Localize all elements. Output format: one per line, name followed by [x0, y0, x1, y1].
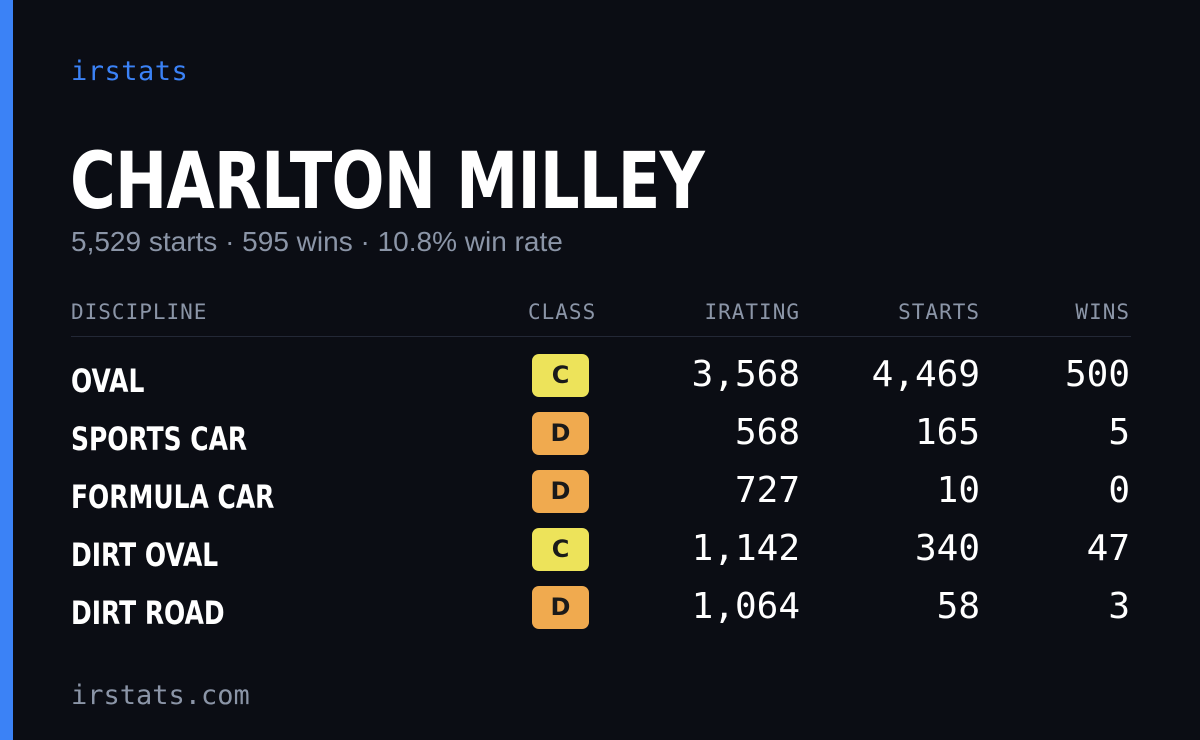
wins-value: 500 [1064, 354, 1130, 395]
stats-table: DISCIPLINE CLASS IRATING STARTS WINS OVA… [71, 296, 1131, 632]
starts-value: 165 [914, 412, 980, 453]
irating-value: 1,142 [691, 528, 800, 569]
header-wins: WINS [1075, 300, 1130, 324]
header-starts: STARTS [898, 300, 980, 324]
table-row: DIRT ROAD D 1,064 58 3 [71, 586, 1131, 644]
discipline-name: FORMULA CAR [71, 478, 275, 516]
footer-url[interactable]: irstats.com [71, 680, 250, 711]
header-irating: IRATING [704, 300, 800, 324]
irating-value: 568 [734, 412, 800, 453]
irating-value: 3,568 [691, 354, 800, 395]
class-badge: D [532, 470, 589, 513]
driver-summary: 5,529 starts · 595 wins · 10.8% win rate [71, 226, 563, 257]
wins-value: 0 [1108, 470, 1130, 511]
brand-logo-text[interactable]: irstats [71, 56, 189, 87]
table-header: DISCIPLINE CLASS IRATING STARTS WINS [71, 296, 1131, 337]
wins-value: 5 [1108, 412, 1130, 453]
table-body: OVAL C 3,568 4,469 500 SPORTS CAR D 568 … [71, 354, 1131, 644]
discipline-name: DIRT OVAL [71, 536, 219, 574]
discipline-name: OVAL [71, 362, 145, 400]
irating-value: 727 [734, 470, 800, 511]
table-row: FORMULA CAR D 727 10 0 [71, 470, 1131, 528]
discipline-name: SPORTS CAR [71, 420, 248, 458]
header-discipline: DISCIPLINE [71, 300, 208, 324]
discipline-name: DIRT ROAD [71, 594, 225, 632]
accent-bar [0, 0, 13, 740]
irating-value: 1,064 [691, 586, 800, 627]
class-badge: C [532, 354, 589, 397]
wins-value: 3 [1108, 586, 1130, 627]
driver-name: CHARLTON MILLEY [70, 137, 705, 227]
class-badge: D [532, 586, 589, 629]
table-row: DIRT OVAL C 1,142 340 47 [71, 528, 1131, 586]
class-badge: C [532, 528, 589, 571]
class-badge: D [532, 412, 589, 455]
header-class: CLASS [528, 300, 597, 324]
starts-value: 58 [936, 586, 980, 627]
starts-value: 4,469 [871, 354, 980, 395]
wins-value: 47 [1086, 528, 1130, 569]
table-row: SPORTS CAR D 568 165 5 [71, 412, 1131, 470]
starts-value: 10 [936, 470, 980, 511]
starts-value: 340 [914, 528, 980, 569]
table-row: OVAL C 3,568 4,469 500 [71, 354, 1131, 412]
